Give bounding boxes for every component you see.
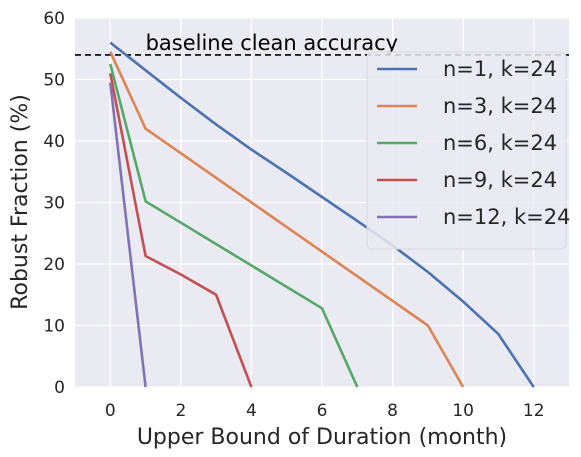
x-axis-label: Upper Bound of Duration (month) [137,425,507,450]
y-tick-label: 30 [43,194,65,214]
series-lines [109,41,535,388]
legend-label: n=6, k=24 [443,131,557,155]
y-axis-label: Robust Fraction (%) [8,94,33,310]
y-tick-label: 20 [43,255,65,275]
x-tick-label: 12 [523,401,545,421]
x-tick-label: 4 [246,401,257,421]
y-tick-label: 0 [54,378,65,398]
series-line-5 [109,82,147,388]
y-tick-label: 40 [43,132,65,152]
x-tick-label: 2 [175,401,186,421]
x-tick-label: 6 [317,401,328,421]
y-tick-labels: 0 10 20 30 40 50 60 [43,9,65,398]
y-tick-label: 50 [43,71,65,91]
legend-label: n=1, k=24 [443,57,557,81]
legend-label: n=9, k=24 [443,168,557,192]
legend: n=1, k=24 n=3, k=24 n=6, k=24 n=9, k=24 n=12… [366,51,570,250]
series-line-1 [109,41,535,388]
series-line-2 [109,51,465,388]
legend-label: n=12, k=24 [443,205,570,229]
x-tick-labels: 0 2 4 6 8 10 12 [105,401,545,421]
legend-box [366,51,567,250]
x-tick-label: 10 [452,401,474,421]
series-line-4 [109,73,253,388]
series-line-3 [109,63,359,388]
x-tick-label: 8 [387,401,398,421]
baseline-label: baseline clean accuracy [146,31,399,55]
x-tick-label: 0 [105,401,116,421]
y-tick-label: 10 [43,317,65,337]
legend-label: n=3, k=24 [443,94,557,118]
y-tick-label: 60 [43,9,65,29]
